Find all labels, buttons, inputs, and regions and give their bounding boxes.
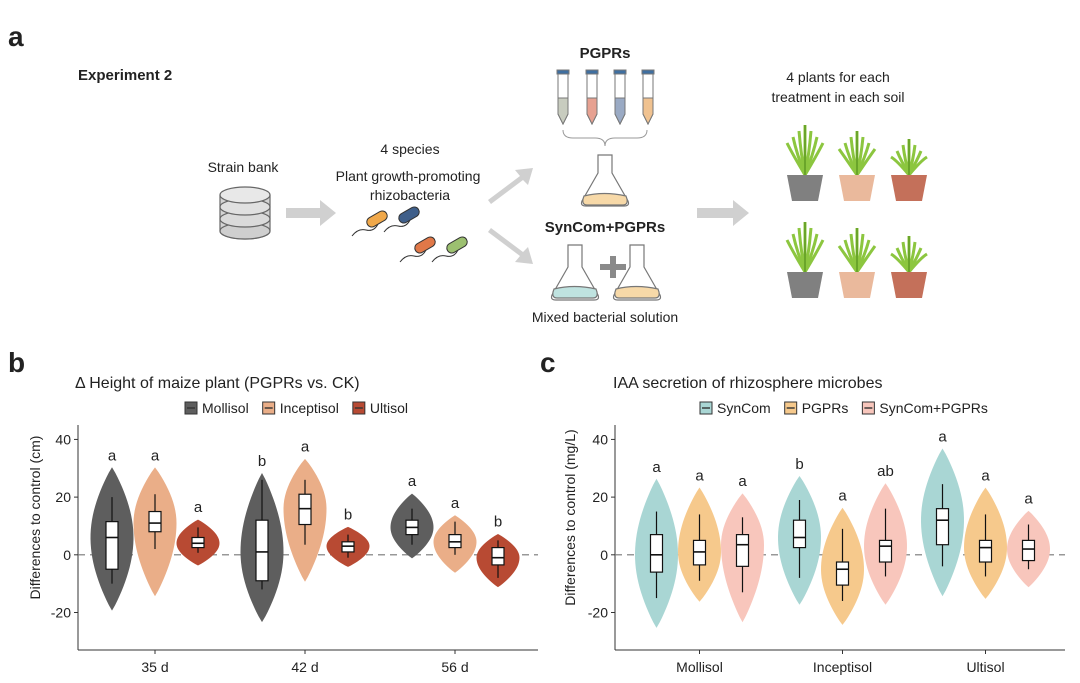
significance-letter: b	[344, 506, 352, 523]
box	[148, 510, 162, 533]
box	[878, 539, 893, 563]
y-axis-label: Differences to control (cm)	[27, 436, 43, 600]
significance-letter: a	[108, 447, 117, 464]
legend-label: SynCom	[717, 400, 771, 416]
arrow	[286, 200, 336, 226]
x-tick-label: Inceptisol	[813, 659, 872, 675]
pgprs-label: PGPRs	[580, 45, 631, 62]
y-axis-label: Differences to control (mg/L)	[562, 429, 578, 605]
significance-letter: a	[1024, 491, 1033, 508]
box	[649, 534, 664, 573]
significance-letter: a	[301, 439, 310, 456]
significance-letter: ab	[877, 463, 894, 480]
species-count: 4 species	[380, 141, 439, 157]
syncom-pgprs-label: SynCom+PGPRs	[545, 219, 665, 236]
panel-label: b	[8, 347, 25, 378]
box	[1021, 539, 1036, 562]
x-tick-label: Mollisol	[676, 659, 723, 675]
species-desc: rhizobacteria	[370, 187, 450, 203]
significance-letter: a	[981, 467, 990, 484]
experiment-title: Experiment 2	[78, 67, 172, 84]
box	[792, 519, 807, 549]
significance-letter: a	[151, 447, 160, 464]
leaf	[907, 155, 928, 176]
pot	[787, 175, 823, 201]
box	[935, 508, 950, 546]
panel-label: a	[8, 21, 24, 52]
plants-label: treatment in each soil	[771, 89, 904, 105]
flasks-icon	[550, 244, 662, 301]
chart-title: IAA secretion of rhizosphere microbes	[613, 375, 882, 392]
pot	[787, 272, 823, 298]
pot	[839, 272, 875, 298]
x-tick-label: 42 d	[291, 659, 318, 675]
box	[735, 534, 750, 567]
significance-letter: a	[695, 467, 704, 484]
y-tick-label: 20	[592, 489, 608, 505]
strain-bank-icon	[219, 186, 271, 240]
species-desc: Plant growth-promoting	[336, 168, 481, 184]
significance-letter: a	[838, 488, 847, 505]
box	[835, 561, 850, 586]
y-tick-label: 0	[600, 547, 608, 563]
leaf	[855, 245, 877, 273]
leaf	[803, 142, 825, 176]
flask-icon	[580, 154, 630, 207]
pot	[891, 272, 927, 298]
leaf	[907, 252, 928, 273]
tubes-icon	[556, 69, 655, 147]
significance-letter: a	[738, 473, 747, 490]
box	[255, 519, 269, 582]
x-tick-label: 35 d	[141, 659, 168, 675]
significance-letter: b	[795, 456, 803, 473]
x-tick-label: 56 d	[441, 659, 468, 675]
x-tick-label: Ultisol	[966, 659, 1004, 675]
arrow	[488, 228, 533, 264]
box	[491, 546, 505, 566]
leaf	[803, 239, 825, 273]
y-tick-label: -20	[51, 605, 71, 621]
pots-icon	[785, 125, 928, 298]
arrow	[488, 168, 533, 204]
significance-letter: b	[494, 514, 502, 531]
y-tick-label: 40	[55, 431, 71, 447]
legend-label: Ultisol	[370, 400, 408, 416]
legend-label: Inceptisol	[280, 400, 339, 416]
box	[978, 539, 993, 563]
significance-letter: a	[194, 499, 203, 516]
y-tick-label: 0	[63, 547, 71, 563]
y-tick-label: 40	[592, 431, 608, 447]
pot	[891, 175, 927, 201]
box	[105, 521, 119, 570]
mixed-label: Mixed bacterial solution	[532, 309, 678, 325]
strain-bank-label: Strain bank	[208, 159, 280, 175]
bacteria-icons	[351, 206, 468, 263]
y-tick-label: 20	[55, 489, 71, 505]
legend-label: SynCom+PGPRs	[879, 400, 988, 416]
plants-label: 4 plants for each	[786, 69, 890, 85]
panel-label: c	[540, 347, 556, 378]
significance-letter: a	[652, 459, 661, 476]
pot	[839, 175, 875, 201]
arrow	[697, 200, 749, 226]
y-tick-label: -20	[588, 605, 608, 621]
legend-label: PGPRs	[802, 400, 849, 416]
significance-letter: a	[938, 429, 947, 446]
significance-letter: b	[258, 453, 266, 470]
leaf	[855, 148, 877, 176]
legend-label: Mollisol	[202, 400, 249, 416]
significance-letter: a	[408, 473, 417, 490]
chart-title: Δ Height of maize plant (PGPRs vs. CK)	[75, 375, 360, 392]
significance-letter: a	[451, 495, 460, 512]
